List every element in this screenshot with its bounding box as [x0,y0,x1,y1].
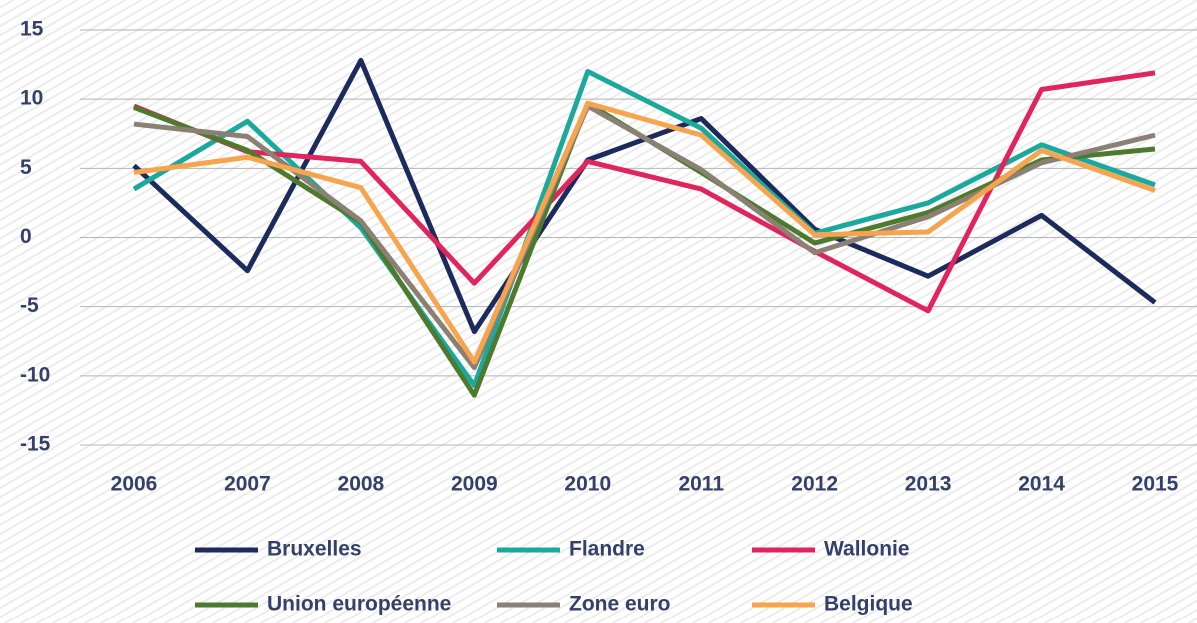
x-tick-label: 2013 [905,473,952,496]
y-tick-label: 5 [20,156,32,179]
y-tick-label: -15 [20,433,51,456]
series-line [133,70,1156,314]
x-tick-label: 2015 [1132,473,1179,496]
x-tick-label: 2010 [564,473,611,496]
x-tick-label: 2011 [678,473,724,496]
x-tick-label: 2007 [224,473,271,496]
legend-label: Union européenne [267,593,451,616]
x-tick-label: 2009 [451,473,498,496]
series-line [133,100,1156,398]
x-tick-label: 2006 [111,473,158,496]
legend-label: Bruxelles [267,538,362,561]
legend-label: Wallonie [824,538,910,561]
legend-label: Belgique [824,593,913,616]
x-tick-label: 2008 [338,473,385,496]
series-line [133,100,1156,365]
legend-label: Flandre [569,538,645,561]
y-tick-label: 10 [20,87,43,110]
y-tick-label: -5 [20,294,39,317]
x-tick-label: 2012 [791,473,838,496]
legend-label: Zone euro [569,593,671,616]
y-tick-label: 0 [20,225,32,248]
y-tick-label: 15 [20,18,44,41]
y-tick-label: -10 [20,363,50,386]
x-tick-label: 2014 [1018,473,1065,496]
